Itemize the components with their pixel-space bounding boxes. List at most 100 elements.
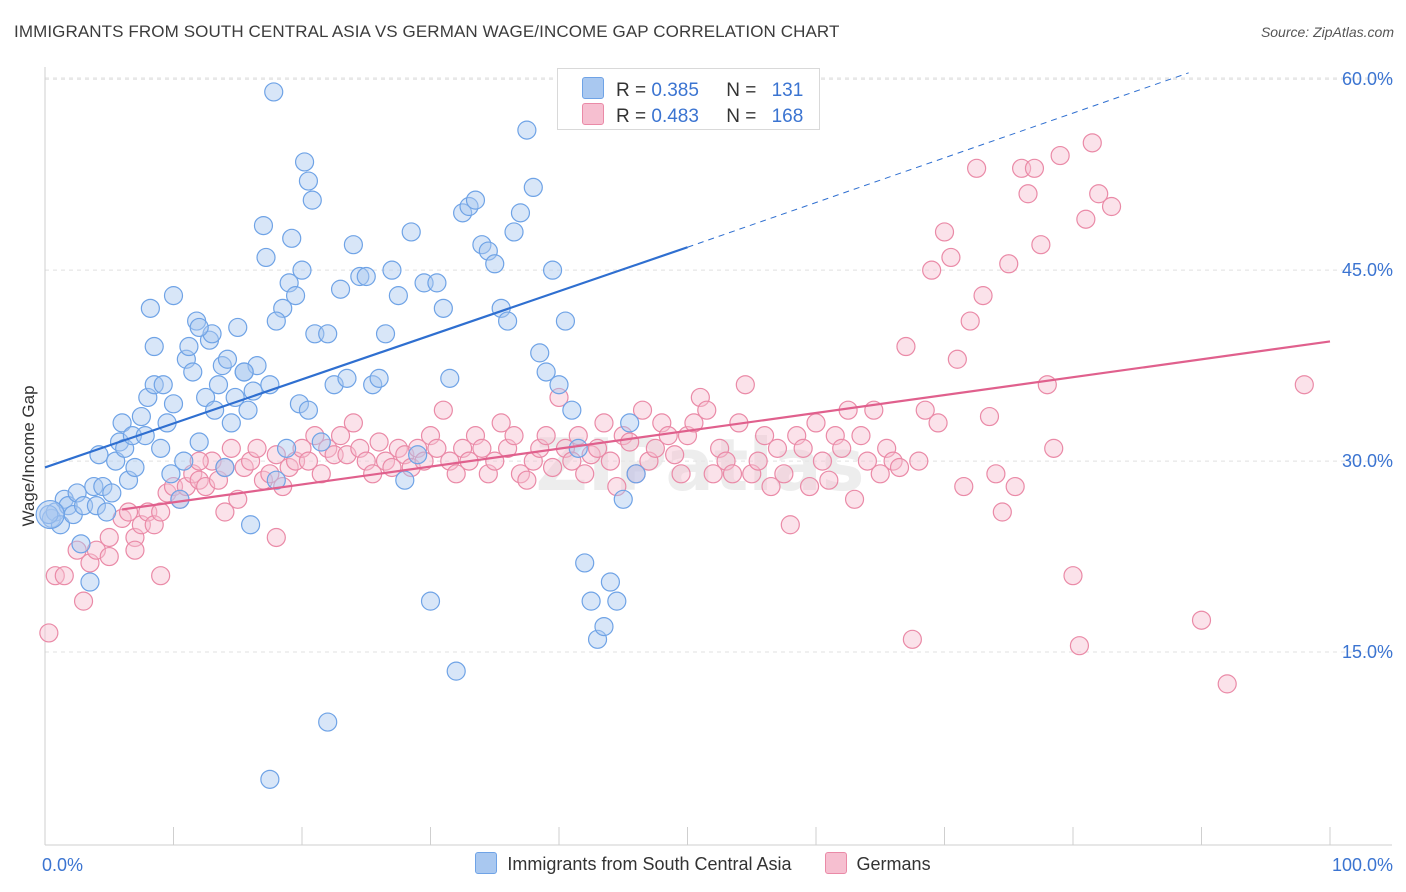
data-point [870,464,890,484]
data-point [703,464,723,484]
data-point [735,375,755,395]
data-point [285,286,306,306]
data-point [909,451,929,471]
data-point [330,279,351,299]
r-label: R = [616,106,647,127]
data-point [1069,636,1090,656]
data-point [170,489,190,509]
data-point [465,190,486,210]
data-point [1191,610,1212,630]
data-point [504,426,524,446]
x-tick-label-min: 0.0% [42,855,83,875]
data-point [922,260,942,280]
pink-swatch [824,852,847,874]
pink-swatch [582,103,604,125]
n-value: 131 [771,80,804,101]
data-point [276,438,297,458]
data-point [600,572,621,592]
data-point [311,432,331,452]
data-point [125,457,145,478]
blue-swatch [475,852,498,874]
data-point [1005,476,1025,497]
data-point [851,426,871,446]
data-point [799,476,820,497]
data-point [1018,184,1038,204]
data-point [960,311,980,331]
data-point [1037,375,1057,395]
data-point [97,502,117,522]
data-point [318,324,338,344]
data-point [658,426,678,446]
data-point [253,215,274,236]
data-point [575,553,595,573]
axes [44,67,1392,846]
south-central-asia-points [35,82,646,789]
y-tick-label: 60.0% [1342,69,1393,89]
data-point [645,438,665,458]
data-point [151,438,171,458]
data-point [1217,674,1237,694]
data-point [215,457,235,478]
source-label: Source: ZipAtlas.com [1260,24,1394,40]
data-point [530,343,550,363]
data-point [1294,375,1314,395]
data-point [1082,133,1102,153]
data-point [369,432,389,452]
data-point [491,413,511,433]
data-point [498,311,518,331]
data-point [86,496,107,516]
data-point [174,451,194,471]
n-label: N = [726,106,757,127]
n-label: N = [726,80,757,101]
data-point [212,356,232,376]
data-point [934,222,955,242]
data-point [298,171,319,191]
data-point [832,438,852,458]
data-point [1101,196,1122,217]
legend-item-south-central-asia[interactable]: Immigrants from South Central Asia [475,852,792,875]
r-label: R = [616,80,647,101]
data-point [420,591,441,611]
data-point [131,406,151,427]
y-axis-title: Wage/Income Gap [19,385,38,526]
data-point [264,82,284,102]
data-point [217,349,238,369]
data-point [947,349,967,369]
data-point [722,464,743,484]
series-legend: Immigrants from South Central Asia Germa… [0,852,1406,875]
data-point [1050,145,1070,166]
data-point [189,317,209,338]
data-point [266,527,286,548]
data-point [748,451,768,471]
data-point [1089,184,1109,204]
data-point [915,400,935,420]
data-point [607,591,627,611]
data-point [294,152,315,172]
legend-row-germans: R = 0.483 N = 168 [582,103,803,127]
data-point [356,266,376,287]
data-point [35,499,65,530]
trend-line-south-central-asia [44,246,688,469]
data-point [568,438,588,458]
data-point [1063,566,1083,586]
data-point [902,629,922,649]
data-point [446,661,466,681]
data-point [266,470,286,490]
data-point [542,260,563,280]
data-point [1044,438,1064,458]
data-point [485,254,505,274]
data-point [282,228,302,248]
data-point [221,413,241,433]
data-point [221,438,241,458]
axis-labels: 15.0% 30.0% 45.0% 60.0% 0.0% 100.0% Wage/Incom… [19,69,1393,875]
legend-item-germans[interactable]: Germans [824,852,931,875]
data-point [256,247,276,268]
data-point [183,362,203,382]
data-point [266,445,286,465]
data-point [992,502,1012,522]
data-point [896,336,916,357]
watermark-text: ZIPatlas [536,423,865,507]
data-point [153,375,173,395]
data-point [819,470,839,490]
r-value: 0.385 [651,80,699,101]
